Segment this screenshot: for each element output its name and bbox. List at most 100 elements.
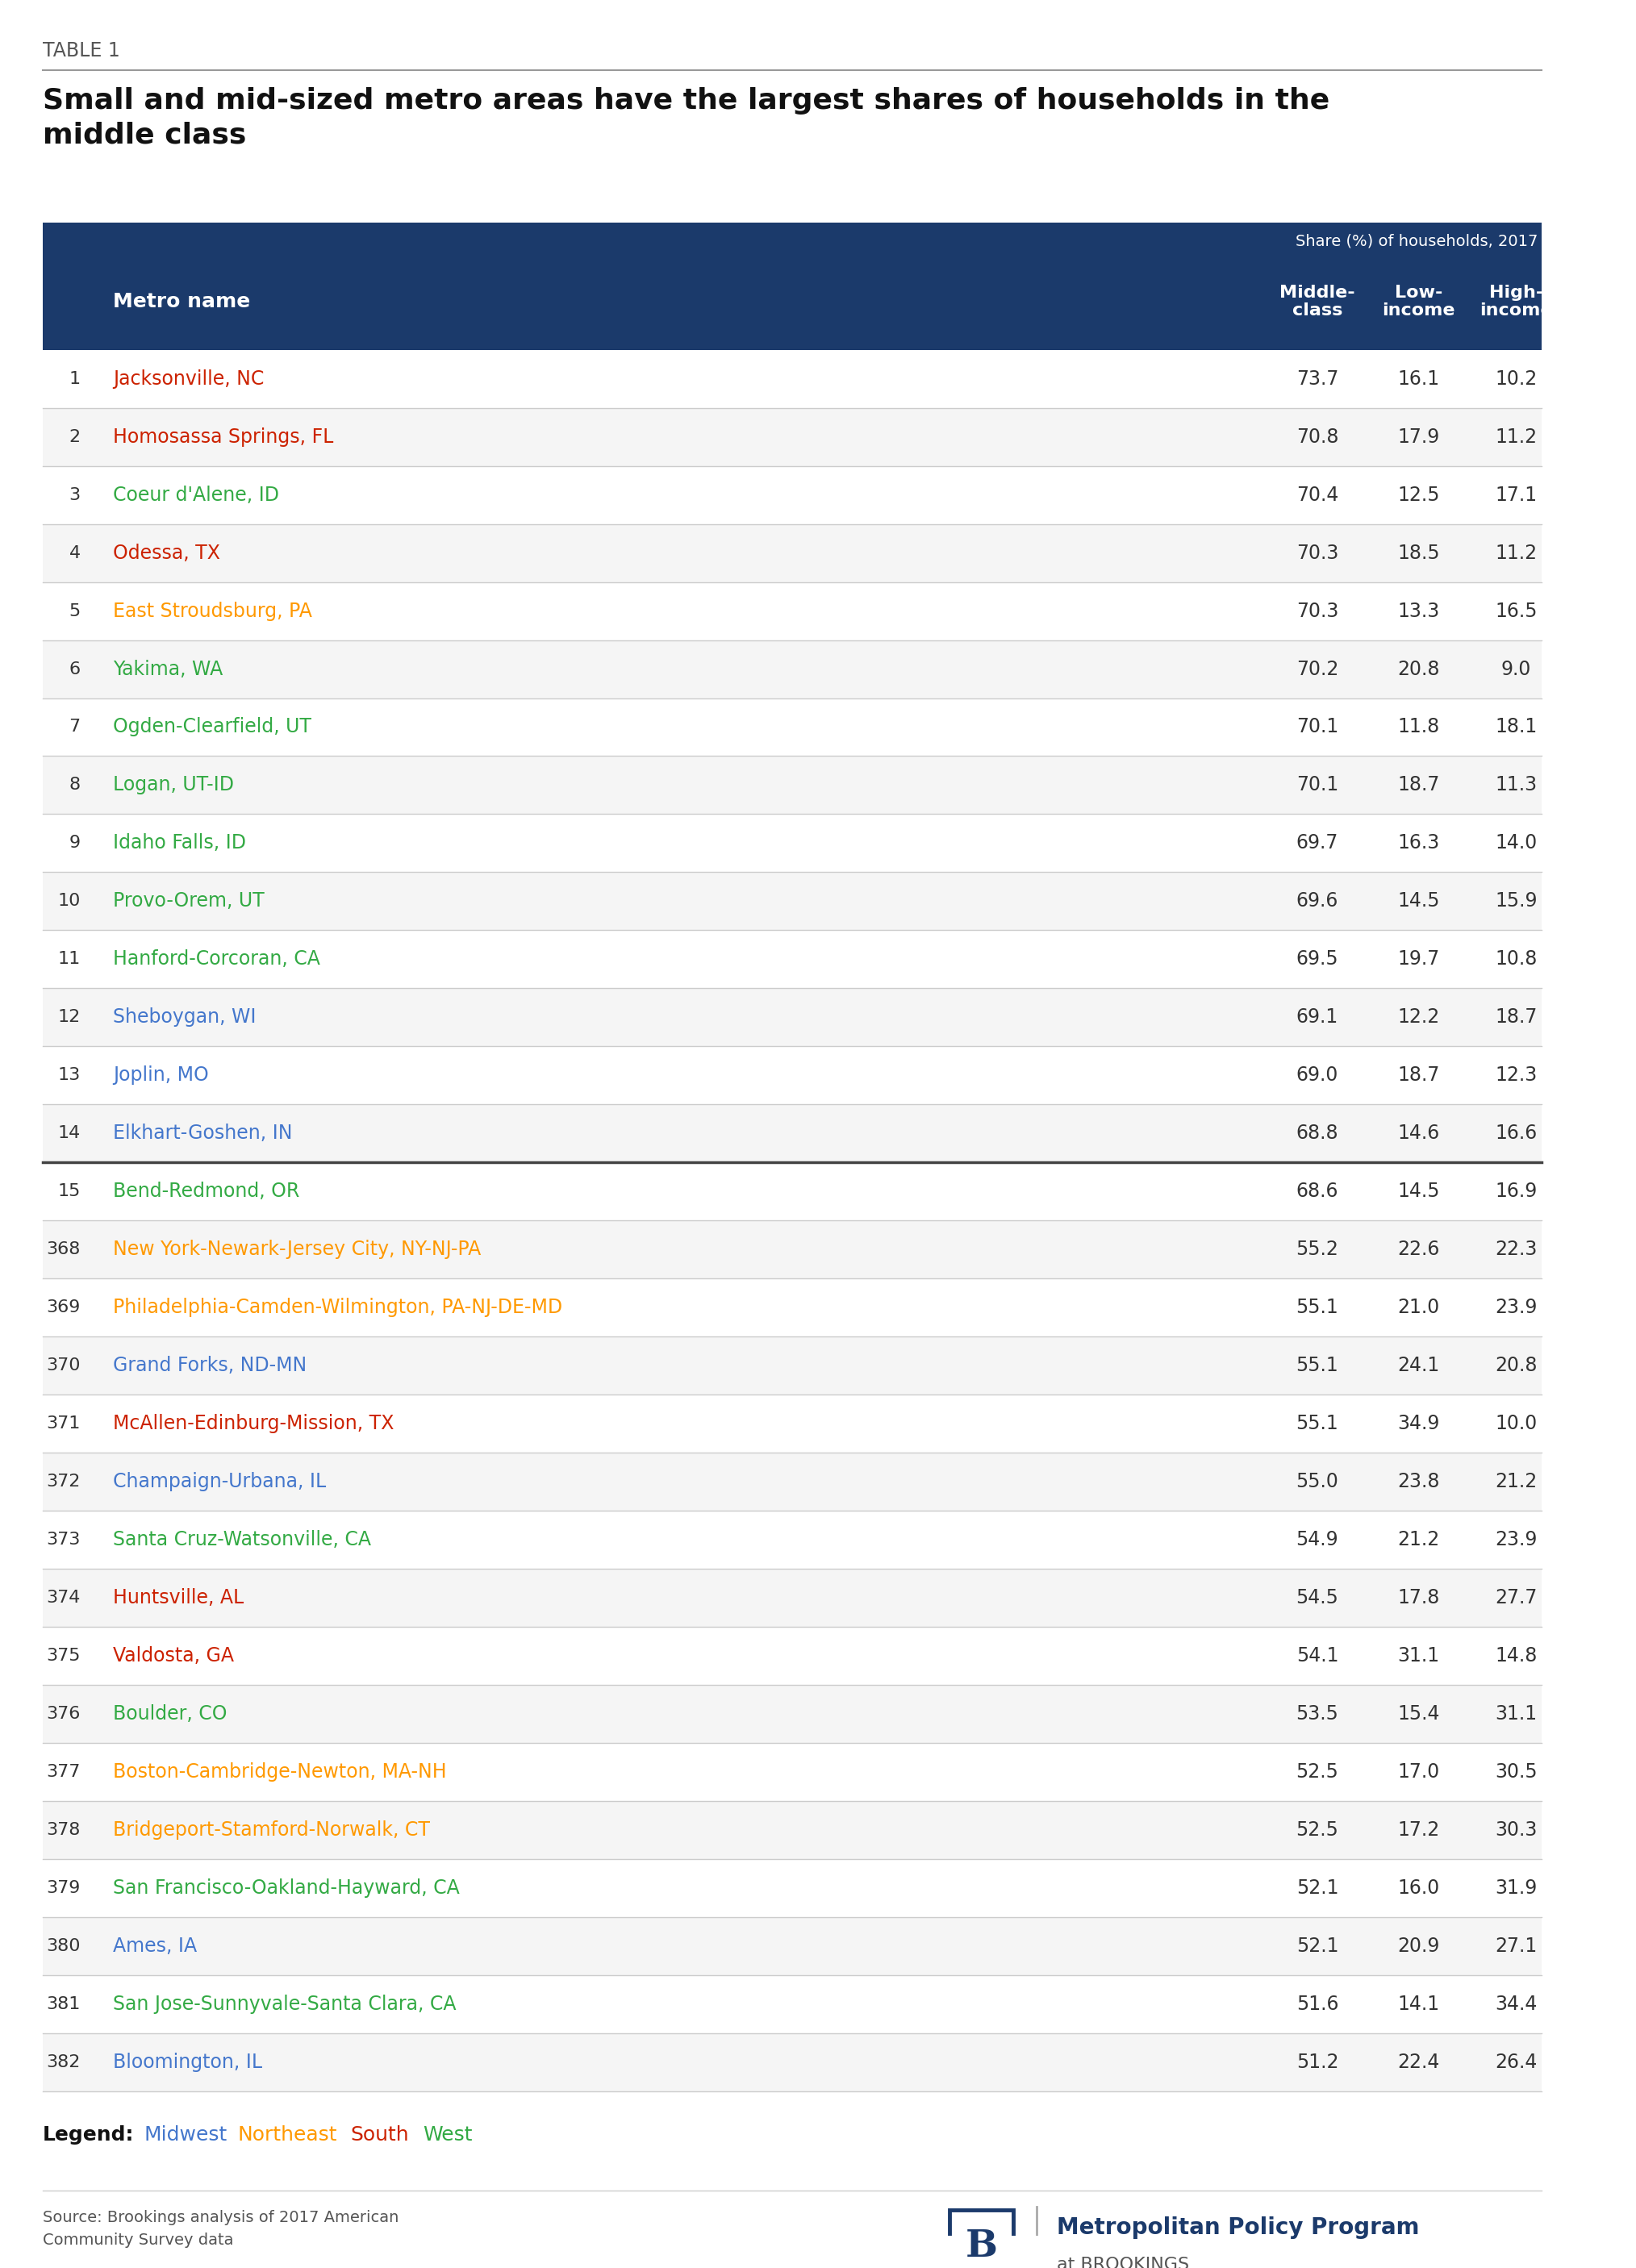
- Text: San Jose-Sunnyvale-Santa Clara, CA: San Jose-Sunnyvale-Santa Clara, CA: [113, 1994, 456, 2014]
- Text: 370: 370: [46, 1359, 80, 1374]
- Text: Huntsville, AL: Huntsville, AL: [113, 1588, 244, 1608]
- Bar: [43, 408, 1541, 465]
- Text: 13.3: 13.3: [1397, 601, 1440, 621]
- Text: 70.3: 70.3: [1296, 544, 1338, 562]
- Bar: [43, 1916, 1541, 1975]
- Text: 12: 12: [57, 1009, 80, 1025]
- Text: 20.8: 20.8: [1397, 660, 1440, 678]
- Text: 369: 369: [46, 1300, 80, 1315]
- Text: Grand Forks, ND-MN: Grand Forks, ND-MN: [113, 1356, 308, 1374]
- Text: Northeast: Northeast: [237, 2125, 337, 2146]
- Text: 22.6: 22.6: [1397, 1241, 1440, 1259]
- Text: B: B: [965, 2227, 998, 2266]
- Bar: [43, 1685, 1541, 1742]
- Text: 16.3: 16.3: [1397, 832, 1440, 853]
- Bar: [43, 2032, 1541, 2091]
- Bar: [43, 1860, 1541, 1916]
- Text: 23.9: 23.9: [1495, 1297, 1538, 1318]
- Text: 18.1: 18.1: [1495, 717, 1538, 737]
- Text: West: West: [424, 2125, 473, 2146]
- Text: Hanford-Corcoran, CA: Hanford-Corcoran, CA: [113, 950, 321, 968]
- Text: 70.1: 70.1: [1296, 776, 1338, 794]
- Text: 30.3: 30.3: [1495, 1821, 1538, 1839]
- Text: Joplin, MO: Joplin, MO: [113, 1066, 209, 1084]
- Text: 70.2: 70.2: [1296, 660, 1338, 678]
- Text: 53.5: 53.5: [1296, 1703, 1338, 1724]
- Text: 55.1: 55.1: [1296, 1356, 1338, 1374]
- Text: 11: 11: [57, 950, 80, 968]
- Text: 51.6: 51.6: [1296, 1994, 1338, 2014]
- Bar: [43, 524, 1541, 583]
- Bar: [43, 755, 1541, 814]
- Bar: [43, 222, 1541, 349]
- Text: 16.9: 16.9: [1495, 1182, 1538, 1202]
- Text: Sheboygan, WI: Sheboygan, WI: [113, 1007, 257, 1027]
- Text: 8: 8: [69, 778, 80, 794]
- Text: Small and mid-sized metro areas have the largest shares of households in the
mid: Small and mid-sized metro areas have the…: [43, 88, 1330, 150]
- Text: 7: 7: [69, 719, 80, 735]
- Text: 16.0: 16.0: [1397, 1878, 1440, 1898]
- Text: 382: 382: [46, 2055, 80, 2071]
- Text: Middle-
class: Middle- class: [1279, 284, 1355, 318]
- Text: Champaign-Urbana, IL: Champaign-Urbana, IL: [113, 1472, 326, 1492]
- Text: 30.5: 30.5: [1495, 1762, 1538, 1780]
- Text: 16.5: 16.5: [1495, 601, 1538, 621]
- Text: 11.8: 11.8: [1397, 717, 1440, 737]
- Text: 70.3: 70.3: [1296, 601, 1338, 621]
- Text: Idaho Falls, ID: Idaho Falls, ID: [113, 832, 247, 853]
- Text: 34.9: 34.9: [1397, 1413, 1440, 1433]
- Text: 31.9: 31.9: [1495, 1878, 1538, 1898]
- Text: 54.5: 54.5: [1296, 1588, 1338, 1608]
- Text: 27.7: 27.7: [1495, 1588, 1538, 1608]
- Text: Provo-Orem, UT: Provo-Orem, UT: [113, 891, 265, 912]
- Text: 11.2: 11.2: [1495, 426, 1538, 447]
- Bar: [43, 1742, 1541, 1801]
- Text: Share (%) of households, 2017: Share (%) of households, 2017: [1296, 234, 1538, 249]
- Text: 70.1: 70.1: [1296, 717, 1338, 737]
- Text: 18.5: 18.5: [1397, 544, 1440, 562]
- Text: 70.4: 70.4: [1296, 485, 1338, 503]
- Text: 69.6: 69.6: [1296, 891, 1338, 912]
- Text: 4: 4: [69, 544, 80, 560]
- Text: 52.1: 52.1: [1296, 1878, 1338, 1898]
- Text: 54.9: 54.9: [1296, 1531, 1338, 1549]
- Text: Source: Brookings analysis of 2017 American
Community Survey data: Source: Brookings analysis of 2017 Ameri…: [43, 2211, 399, 2248]
- Text: 55.2: 55.2: [1296, 1241, 1338, 1259]
- Text: at BROOKINGS: at BROOKINGS: [1057, 2257, 1189, 2268]
- Text: 375: 375: [46, 1647, 80, 1665]
- Text: 376: 376: [46, 1706, 80, 1721]
- Text: 17.1: 17.1: [1495, 485, 1538, 503]
- Text: 18.7: 18.7: [1397, 776, 1440, 794]
- Text: Boulder, CO: Boulder, CO: [113, 1703, 227, 1724]
- Text: 20.8: 20.8: [1495, 1356, 1538, 1374]
- Text: 1: 1: [69, 370, 80, 388]
- Text: 372: 372: [46, 1474, 80, 1490]
- Text: 55.0: 55.0: [1296, 1472, 1338, 1492]
- Bar: [43, 349, 1541, 408]
- Text: 31.1: 31.1: [1397, 1647, 1440, 1665]
- Text: 377: 377: [46, 1765, 80, 1780]
- Text: 73.7: 73.7: [1296, 370, 1338, 388]
- Text: Coeur d'Alene, ID: Coeur d'Alene, ID: [113, 485, 280, 503]
- Bar: [949, 2211, 1014, 2268]
- Text: McAllen-Edinburg-Mission, TX: McAllen-Edinburg-Mission, TX: [113, 1413, 394, 1433]
- Text: 24.1: 24.1: [1397, 1356, 1440, 1374]
- Text: 14.0: 14.0: [1495, 832, 1538, 853]
- Text: 26.4: 26.4: [1495, 2053, 1538, 2071]
- Bar: [43, 1046, 1541, 1105]
- Text: 69.7: 69.7: [1296, 832, 1338, 853]
- Text: 380: 380: [46, 1937, 80, 1955]
- Text: Low-
income: Low- income: [1382, 284, 1456, 318]
- Bar: [43, 640, 1541, 699]
- Text: 9.0: 9.0: [1502, 660, 1531, 678]
- Text: 21.0: 21.0: [1397, 1297, 1440, 1318]
- Text: 17.2: 17.2: [1397, 1821, 1440, 1839]
- Text: 11.2: 11.2: [1495, 544, 1538, 562]
- Text: 69.1: 69.1: [1296, 1007, 1338, 1027]
- Text: 14.5: 14.5: [1397, 1182, 1440, 1202]
- Bar: [43, 1220, 1541, 1279]
- Text: 14: 14: [57, 1125, 80, 1141]
- Bar: [43, 930, 1541, 989]
- Text: 14.1: 14.1: [1397, 1994, 1440, 2014]
- Bar: [43, 1975, 1541, 2032]
